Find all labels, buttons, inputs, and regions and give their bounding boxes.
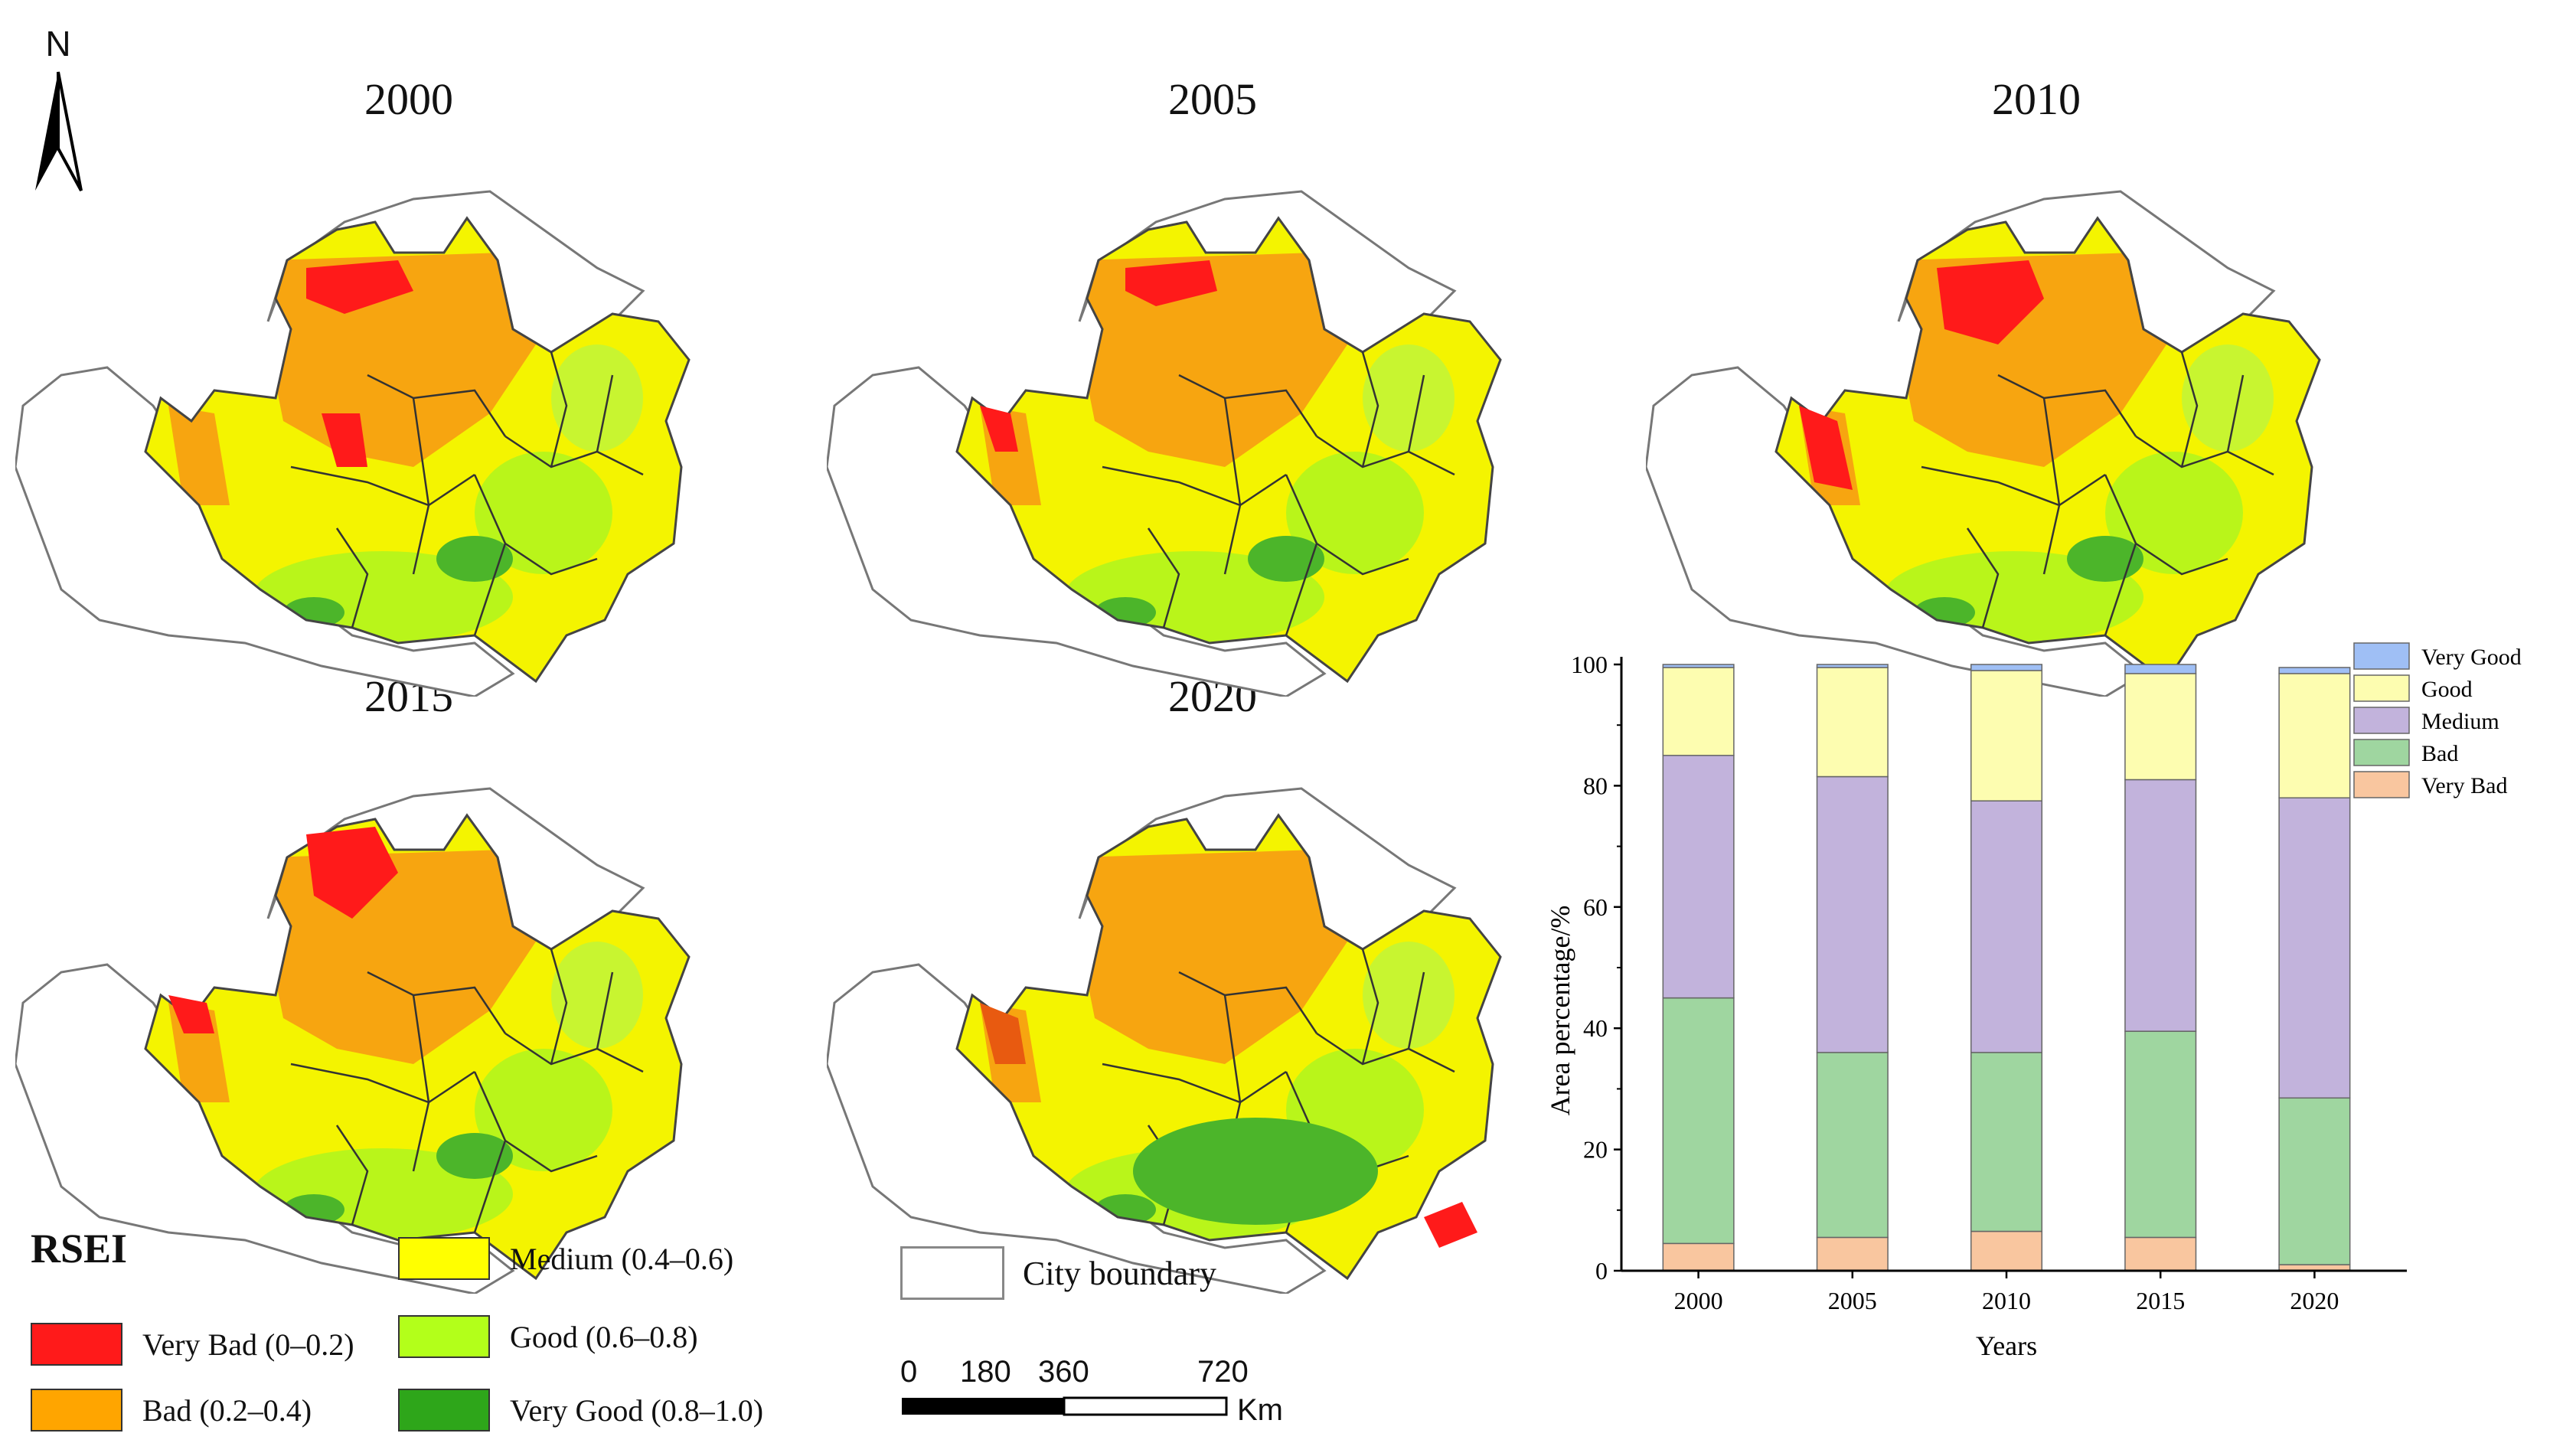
bar-very-bad-2005 [1816,1236,1889,1272]
map-title-2010: 2010 [1992,74,2081,124]
rsei-map-2020 [827,743,1516,1294]
city-boundary-label: City boundary [1023,1254,1216,1292]
map-title-2000: 2000 [364,74,453,124]
bar-medium-2015 [2124,779,2197,1032]
legend-swatch-very-good [2353,642,2410,670]
bar-good-2000 [1662,667,1735,756]
legend-item-medium: Medium (0.4–0.6) [398,1237,733,1280]
bar-medium-2020 [2278,797,2351,1099]
rsei-map-2005 [827,145,1516,697]
x-tick-label-2015: 2015 [2136,1287,2185,1314]
y-tick-label-0: 0 [1595,1257,1608,1285]
legend-label: Very Bad (0–0.2) [142,1327,354,1362]
legend-item-very-bad: Very Bad (0–0.2) [31,1323,354,1366]
rsei-map-2010 [1646,145,2335,697]
city-boundary-swatch [900,1246,1004,1300]
scale-bar: 0 180 360 720 Km [900,1355,1329,1439]
legend-label: Bad (0.2–0.4) [142,1392,312,1428]
legend-item-good: Good (0.6–0.8) [398,1315,698,1358]
bar-good-2020 [2278,673,2351,798]
x-tick-label-2005: 2005 [1828,1287,1877,1314]
north-arrow-icon [35,71,83,191]
legend-label-medium: Medium [2421,709,2499,734]
area-percentage-chart: 2000 2005 2010 2015 2020 0 20 40 60 80 100 Very Go… [1545,642,2522,1361]
bar-very-good-2005 [1816,664,1889,668]
scale-tick-0: 0 [900,1355,918,1389]
legend-swatch [398,1237,490,1280]
legend-title: RSEI [31,1226,128,1272]
bar-very-good-2000 [1662,664,1735,668]
legend-label-very-good: Very Good [2421,645,2522,670]
north-label: N [45,24,71,64]
y-tick-label-20: 20 [1583,1136,1608,1164]
legend-label-bad: Bad [2421,741,2458,766]
chart-ylabel: Area percentage/% [1545,906,1575,1116]
y-tick-label-80: 80 [1583,772,1608,799]
scale-tick-720: 720 [1197,1355,1249,1389]
legend-swatch [31,1389,122,1432]
legend-label: Good (0.6–0.8) [510,1319,698,1354]
bar-bad-2015 [2124,1030,2197,1239]
legend-swatch [31,1323,122,1366]
scale-unit: Km [1237,1393,1283,1427]
bar-very-good-2020 [2278,667,2351,674]
bar-very-bad-2015 [2124,1236,2197,1272]
legend-label-good: Good [2421,677,2473,702]
chart-axes: 2000 2005 2010 2015 2020 0 20 40 60 80 100 [1571,651,2407,1314]
legend-item-bad: Bad (0.2–0.4) [31,1389,312,1432]
bar-good-2005 [1816,667,1889,778]
x-tick-label-2010: 2010 [1982,1287,2031,1314]
legend-swatch-medium [2353,707,2410,734]
legend-label: Medium (0.4–0.6) [510,1241,734,1276]
legend-item-very-good: Very Good (0.8–1.0) [398,1389,763,1432]
y-tick-label-60: 60 [1583,893,1608,921]
legend-swatch [398,1389,490,1432]
bar-good-2010 [1970,670,2043,801]
bar-medium-2005 [1816,775,1889,1053]
legend-swatch-very-bad [2353,771,2410,798]
city-boundary-legend: City boundary [900,1246,1216,1300]
bar-bad-2005 [1816,1052,1889,1239]
bar-very-good-2010 [1970,664,2043,671]
scale-bar-graphic [902,1396,1228,1416]
bar-bad-2000 [1662,997,1735,1245]
legend-label-very-bad: Very Bad [2421,773,2507,798]
y-tick-label-100: 100 [1571,651,1608,678]
legend-swatch-good [2353,674,2410,702]
bar-very-bad-2010 [1970,1230,2043,1272]
bar-very-good-2015 [2124,664,2197,674]
rsei-map-2000 [15,145,704,697]
chart-xlabel: Years [1976,1330,2037,1361]
bar-medium-2010 [1970,800,2043,1053]
scale-tick-360: 360 [1038,1355,1089,1389]
scale-tick-180: 180 [960,1355,1011,1389]
y-tick-label-40: 40 [1583,1014,1608,1042]
x-tick-label-2000: 2000 [1674,1287,1723,1314]
legend-swatch [398,1315,490,1358]
bar-good-2015 [2124,673,2197,781]
bar-medium-2000 [1662,755,1735,999]
chart-legend: Very Good Good Medium Bad Very Bad [2353,642,2522,798]
bar-very-bad-2000 [1662,1242,1735,1272]
bar-bad-2010 [1970,1052,2043,1232]
legend-label: Very Good (0.8–1.0) [510,1392,764,1428]
bar-bad-2020 [2278,1097,2351,1265]
chart-bars [1662,664,2351,1272]
legend-swatch-bad [2353,739,2410,766]
north-arrow: N [28,23,89,198]
rsei-map-2015 [15,743,704,1294]
map-title-2005: 2005 [1168,74,1257,124]
x-tick-label-2020: 2020 [2290,1287,2339,1314]
